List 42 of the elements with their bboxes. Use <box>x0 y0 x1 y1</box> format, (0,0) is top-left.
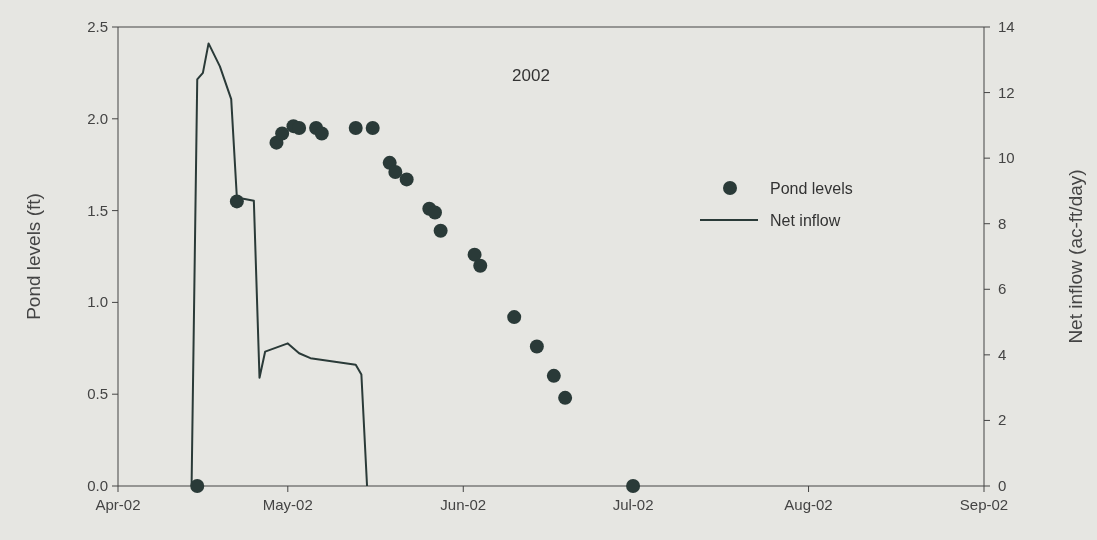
point <box>529 339 544 354</box>
point <box>546 368 561 383</box>
point <box>427 205 442 220</box>
point <box>292 120 307 135</box>
point <box>348 120 363 135</box>
point <box>473 258 488 273</box>
point <box>558 390 573 405</box>
y2-tick-label: 6 <box>998 280 1007 298</box>
x-tick-label: Jul-02 <box>612 496 654 513</box>
y-tick-label: 1.0 <box>87 293 108 311</box>
point <box>507 310 522 325</box>
y2-tick-label: 2 <box>998 411 1007 429</box>
annotation: 2002 <box>512 66 550 85</box>
point <box>275 126 290 141</box>
legend-label: Pond levels <box>770 180 853 197</box>
y2-tick-label: 10 <box>998 149 1015 167</box>
point <box>388 165 403 180</box>
x-tick-label: Sep-02 <box>959 496 1009 513</box>
x-tick-label: Aug-02 <box>784 496 833 513</box>
y2-tick-label: 8 <box>998 214 1007 232</box>
point <box>365 120 380 135</box>
y2-tick-label: 4 <box>998 345 1007 363</box>
x-tick-label: Apr-02 <box>95 496 141 513</box>
x-tick-label: Jun-02 <box>440 496 487 513</box>
y-tick-label: 2.0 <box>87 109 108 127</box>
y-axis-title: Pond levels (ft) <box>23 193 44 320</box>
y-tick-label: 2.5 <box>87 18 108 35</box>
point <box>467 247 482 262</box>
point <box>433 223 448 238</box>
point <box>314 126 329 141</box>
y2-tick-label: 14 <box>998 18 1015 35</box>
y2-axis-title: Net inflow (ac-ft/day) <box>1065 169 1086 344</box>
y-tick-label: 1.5 <box>87 201 108 219</box>
y2-tick-label: 12 <box>998 83 1015 101</box>
y2-tick-label: 0 <box>998 477 1007 494</box>
point <box>626 479 641 493</box>
y-tick-label: 0.0 <box>87 477 108 494</box>
point <box>399 172 414 187</box>
point <box>190 479 205 493</box>
x-tick-label: May-02 <box>262 496 313 513</box>
legend-label: Net inflow <box>770 212 841 229</box>
y-tick-label: 0.5 <box>87 385 108 403</box>
